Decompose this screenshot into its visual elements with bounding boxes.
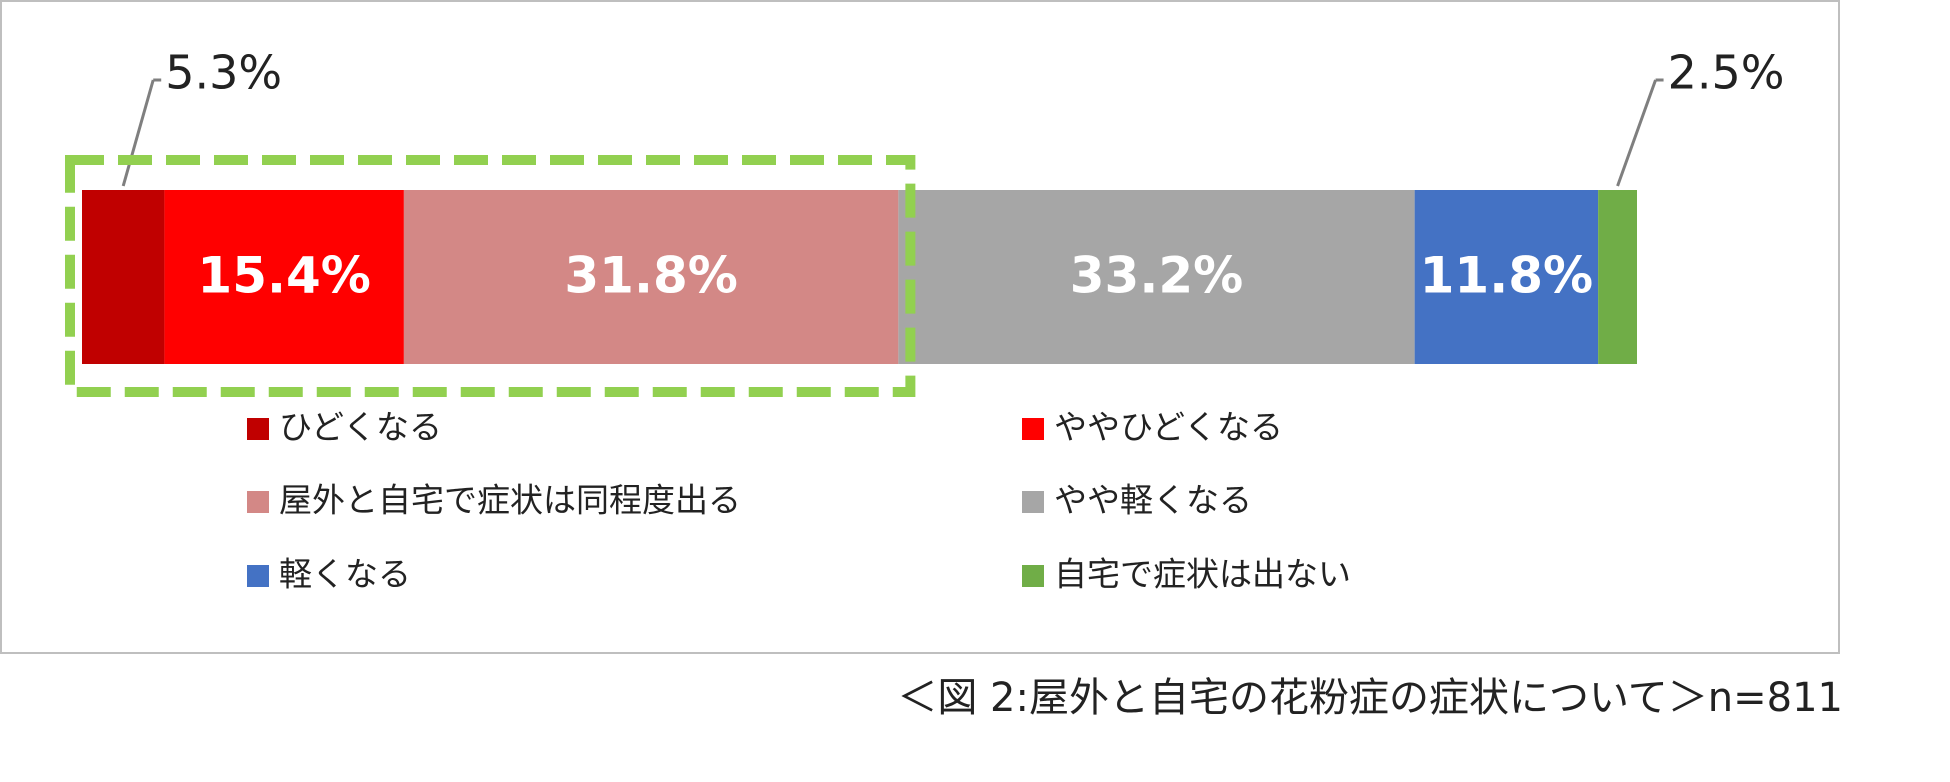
- value-label: 31.8%: [564, 247, 737, 305]
- legend-label: 自宅で症状は出ない: [1054, 555, 1351, 594]
- legend-label: ややひどくなる: [1054, 408, 1283, 447]
- leader-line: [1616, 79, 1657, 187]
- legend-swatch: [1022, 491, 1044, 513]
- value-label: 15.4%: [197, 247, 370, 305]
- legend-label: ひどくなる: [279, 408, 442, 447]
- bar-segment: [403, 190, 899, 364]
- legend-swatch: [1022, 565, 1044, 587]
- legend-swatch: [247, 565, 269, 587]
- value-label: 11.8%: [1420, 247, 1593, 305]
- value-label: 2.5%: [1668, 46, 1785, 100]
- legend-label: 軽くなる: [279, 555, 411, 594]
- bar-segment: [82, 190, 165, 364]
- legend-swatch: [247, 418, 269, 440]
- bar-segment: [1598, 190, 1637, 364]
- bar-segment: [1414, 190, 1599, 364]
- value-label: 5.3%: [165, 46, 282, 100]
- legend-label: 屋外と自宅で症状は同程度出る: [279, 481, 741, 520]
- bar-segment: [164, 190, 404, 364]
- chart-caption: ＜図 2:屋外と自宅の花粉症の症状について＞n=811: [897, 675, 1843, 721]
- value-label: 33.2%: [1070, 247, 1243, 305]
- bar-segment: [898, 190, 1415, 364]
- leader-line: [121, 79, 155, 187]
- legend-swatch: [247, 491, 269, 513]
- highlight-box: [65, 155, 916, 397]
- legend-swatch: [1022, 418, 1044, 440]
- legend-label: やや軽くなる: [1054, 481, 1252, 520]
